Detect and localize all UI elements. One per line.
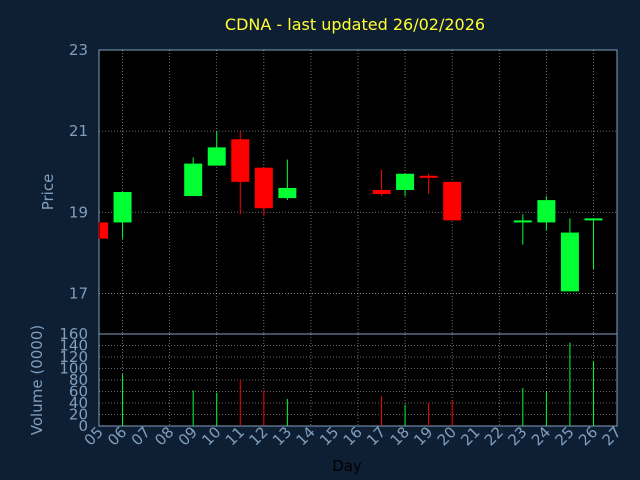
x-tick-label: 11 — [222, 423, 248, 449]
volume-y-tick-label: 0 — [78, 417, 88, 435]
volume-axis-label: Volume (0000) — [28, 325, 46, 435]
volume-y-tick-label: 40 — [69, 394, 88, 412]
x-tick-label: 26 — [575, 423, 601, 449]
x-tick-label: 16 — [340, 423, 366, 449]
candle-body — [278, 187, 297, 199]
x-tick-label: 06 — [104, 423, 130, 449]
volume-y-tick-label: 60 — [69, 383, 88, 401]
x-tick-label: 07 — [128, 423, 154, 449]
volume-bars — [122, 342, 594, 426]
x-tick-label: 19 — [410, 423, 436, 449]
chart-title: CDNA - last updated 26/02/2026 — [225, 15, 485, 34]
x-tick-label: 22 — [481, 423, 507, 449]
candle-body — [254, 167, 273, 209]
candle-body — [231, 139, 250, 182]
x-ticks: 0506070809101112131415161718192021222324… — [81, 423, 625, 449]
volume-y-tick-label: 80 — [69, 371, 88, 389]
x-tick-label: 12 — [245, 423, 271, 449]
price-y-tick-label: 19 — [69, 203, 88, 221]
candle-body — [184, 163, 203, 197]
price-y-tick-label: 17 — [69, 284, 88, 302]
volume-y-tick-label: 120 — [59, 348, 88, 366]
x-axis-label: Day — [332, 457, 362, 475]
candle-body — [513, 220, 532, 223]
volume-gridlines — [99, 334, 617, 426]
candle-body — [443, 181, 462, 221]
price-y-tick-label: 21 — [69, 122, 88, 140]
price-y-ticks: 17 19 21 23 — [69, 41, 88, 302]
price-y-tick-label: 23 — [69, 41, 88, 59]
x-tick-label: 24 — [528, 423, 554, 449]
volume-y-tick-label: 160 — [59, 325, 88, 343]
volume-y-tick-label: 100 — [59, 360, 88, 378]
candle-body — [396, 173, 415, 190]
candle-body — [372, 189, 391, 195]
candle-body — [207, 147, 226, 166]
x-tick-label: 10 — [198, 423, 224, 449]
x-tick-label: 17 — [363, 423, 389, 449]
candle-body — [560, 232, 579, 292]
candle-body — [113, 192, 132, 223]
x-tick-label: 27 — [599, 423, 625, 449]
x-tick-label: 18 — [387, 423, 413, 449]
x-tick-label: 13 — [269, 423, 295, 449]
x-tick-label: 08 — [151, 423, 177, 449]
price-candles — [98, 131, 603, 292]
x-tick-label: 25 — [552, 423, 578, 449]
x-tick-label: 23 — [504, 423, 530, 449]
volume-y-tick-label: 140 — [59, 337, 88, 355]
price-panel: 17 19 21 23 Price — [39, 41, 618, 335]
candle-body — [100, 222, 108, 239]
candle-body — [584, 218, 603, 221]
price-axis-label: Price — [39, 174, 57, 211]
x-tick-label: 15 — [316, 423, 342, 449]
volume-y-tick-label: 20 — [69, 406, 88, 424]
x-tick-label: 14 — [293, 423, 319, 449]
candle-body — [419, 175, 438, 178]
x-tick-label: 21 — [457, 423, 483, 449]
x-tick-label: 09 — [175, 423, 201, 449]
candle-body — [537, 200, 556, 223]
x-tick-label: 20 — [434, 423, 460, 449]
